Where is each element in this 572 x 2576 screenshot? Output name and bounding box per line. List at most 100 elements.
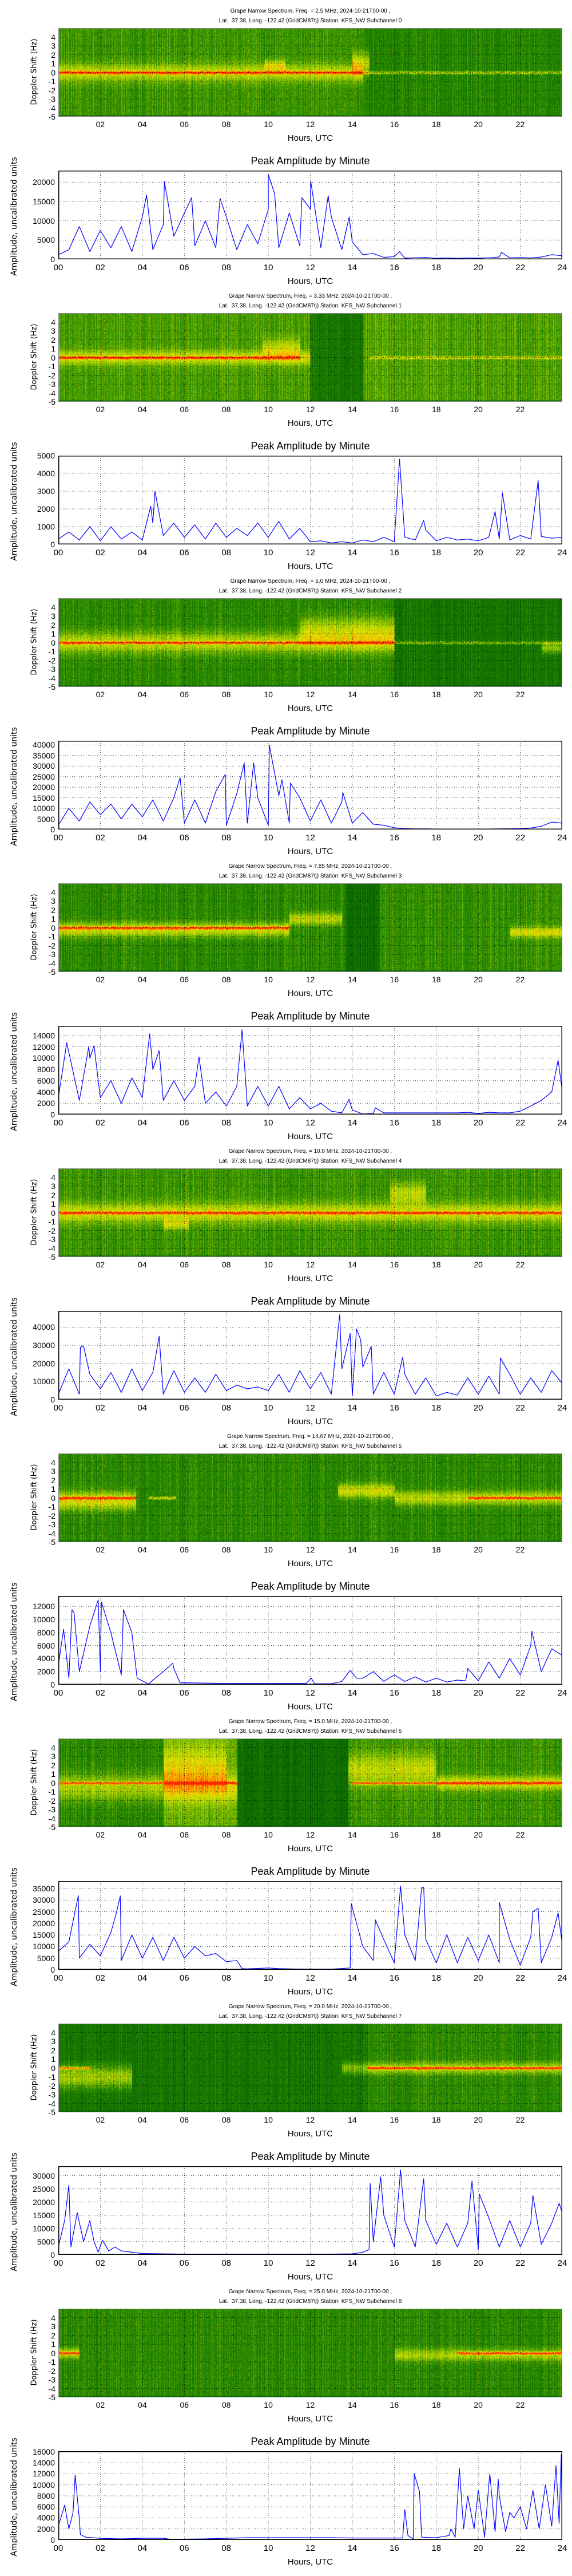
spectrogram-x-tick-label: 22	[515, 1545, 525, 1554]
spectrogram-y-tick-label: -2	[48, 655, 55, 665]
amplitude-title: Peak Amplitude by Minute	[251, 725, 370, 737]
amplitude-y-tick-label: 15000	[33, 1930, 55, 1940]
amplitude-y-tick-label: 4000	[37, 1654, 55, 1664]
spectrogram-y-tick-label: -1	[48, 647, 55, 656]
amplitude-y-tick-label: 5000	[37, 1953, 55, 1963]
spectrogram-y-tick-label: -2	[48, 2081, 55, 2091]
spectrogram-plot	[58, 1453, 562, 1542]
amplitude-x-tick-label: 08	[221, 2258, 231, 2268]
amplitude-x-tick-label: 02	[96, 2258, 105, 2268]
spectrogram-x-tick-label: 14	[348, 975, 357, 984]
amplitude-x-axis-label: Hours, UTC	[287, 276, 333, 286]
amplitude-x-axis-label: Hours, UTC	[287, 562, 333, 571]
spectrogram-y-tick-label: 1	[51, 914, 55, 923]
spectrogram-y-tick-label: -3	[48, 950, 55, 959]
amplitude-y-tick-label: 2000	[37, 504, 55, 513]
spectrogram-x-tick-label: 04	[138, 1260, 147, 1269]
amplitude-plot	[58, 456, 562, 544]
amplitude-x-tick-label: 02	[96, 1973, 105, 1983]
spectrogram-x-axis-label: Hours, UTC	[287, 2414, 333, 2424]
spectrogram-subtitle: Lat. 37.38, Long. -122.42 (GridCM87tj) S…	[219, 2298, 402, 2305]
amplitude-x-tick-label: 24	[557, 1973, 567, 1983]
amplitude-x-tick-label: 20	[473, 833, 483, 843]
spectrogram-x-tick-label: 20	[474, 690, 483, 699]
spectrogram-y-tick-label: -4	[48, 388, 55, 398]
spectrogram-x-tick-label: 02	[96, 120, 105, 129]
spectrogram-y-axis-label: Doppler Shift (Hz)	[30, 894, 39, 961]
amplitude-y-tick-label: 25000	[33, 2184, 55, 2194]
amplitude-x-tick-label: 24	[557, 548, 567, 558]
amplitude-y-tick-label: 6000	[37, 1076, 55, 1085]
spectrogram-x-tick-label: 06	[180, 975, 189, 984]
amplitude-x-tick-label: 16	[389, 2258, 399, 2268]
amplitude-series-line	[58, 174, 562, 259]
spectrogram-y-tick-label: 3	[51, 896, 55, 906]
amplitude-frame	[58, 1881, 562, 1970]
amplitude-x-tick-label: 12	[305, 548, 315, 558]
amplitude-x-tick-label: 12	[305, 1688, 315, 1698]
amplitude-x-tick-label: 10	[263, 1118, 273, 1128]
amplitude-y-tick-label: 15000	[33, 196, 55, 206]
spectrogram-x-tick-label: 10	[264, 1545, 273, 1554]
spectrogram-y-tick-label: 4	[51, 1743, 55, 1752]
spectrogram-grid	[58, 28, 562, 117]
spectrogram-x-axis-label: Hours, UTC	[287, 2129, 333, 2139]
spectrogram-frame	[58, 883, 562, 972]
spectrogram-y-tick-label: 3	[51, 326, 55, 335]
spectrogram-x-tick-label: 14	[348, 1260, 357, 1269]
amplitude-x-tick-label: 06	[179, 1973, 189, 1983]
spectrogram-x-tick-label: 12	[305, 2400, 315, 2409]
spectrogram-y-tick-label: -2	[48, 370, 55, 380]
spectrogram-x-tick-label: 10	[264, 1830, 273, 1839]
spectrogram-y-tick-label: -4	[48, 2384, 55, 2393]
spectrogram-x-tick-label: 12	[305, 120, 315, 129]
amplitude-y-tick-label: 14000	[33, 2458, 55, 2468]
spectrogram-x-tick-label: 22	[515, 2400, 525, 2409]
spectrogram-x-tick-label: 10	[264, 1260, 273, 1269]
amplitude-x-tick-label: 22	[515, 548, 525, 558]
amplitude-y-tick-label: 6000	[37, 2502, 55, 2512]
amplitude-y-tick-label: 30000	[33, 1895, 55, 1905]
spectrogram-x-tick-label: 16	[390, 1260, 399, 1269]
spectrogram-x-tick-label: 08	[221, 405, 231, 414]
spectrogram-y-axis-label: Doppler Shift (Hz)	[30, 2319, 39, 2386]
spectrogram-plot	[58, 1168, 562, 1257]
amplitude-x-tick-label: 14	[347, 1688, 357, 1698]
amplitude-y-axis-label: Amplitude, uncalibrated units	[10, 727, 19, 846]
spectrogram-plot	[58, 2024, 562, 2112]
amplitude-x-tick-label: 20	[473, 263, 483, 272]
spectrogram-title: Grape Narrow Spectrum, Freq. = 2.5 MHz, …	[230, 8, 391, 14]
amplitude-y-tick-label: 2000	[37, 2524, 55, 2534]
spectrogram-y-tick-label: -2	[48, 1511, 55, 1520]
amplitude-title: Peak Amplitude by Minute	[251, 1581, 370, 1592]
amplitude-x-tick-label: 10	[263, 2258, 273, 2268]
spectrogram-subtitle: Lat. 37.38, Long. -122.42 (GridCM87tj) S…	[219, 873, 402, 879]
spectrogram-grid	[58, 313, 562, 402]
spectrogram-frame	[58, 313, 562, 402]
spectrogram-frame	[58, 1453, 562, 1542]
spectrogram-x-tick-label: 20	[474, 120, 483, 129]
spectrogram-x-tick-label: 08	[221, 1545, 231, 1554]
amplitude-y-tick-label: 0	[50, 2250, 55, 2259]
amplitude-title: Peak Amplitude by Minute	[251, 1866, 370, 1877]
amplitude-y-tick-label: 12000	[33, 2469, 55, 2479]
amplitude-title: Peak Amplitude by Minute	[251, 2151, 370, 2162]
amplitude-x-axis-label: Hours, UTC	[287, 1132, 333, 1141]
spectrogram-y-tick-label: -4	[48, 1814, 55, 1823]
spectrogram-y-tick-label: 4	[51, 32, 55, 42]
amplitude-x-tick-label: 18	[431, 1688, 442, 1698]
amplitude-x-tick-label: 22	[515, 1403, 525, 1413]
amplitude-x-tick-label: 10	[263, 2543, 273, 2553]
spectrogram-plot	[58, 28, 562, 117]
amplitude-y-tick-label: 8000	[37, 2491, 55, 2500]
spectrogram-x-tick-label: 10	[264, 975, 273, 984]
spectrogram-y-tick-label: -4	[48, 103, 55, 113]
spectrogram-y-tick-label: 3	[51, 1467, 55, 1476]
spectrogram-x-tick-label: 16	[390, 975, 399, 984]
amplitude-x-tick-label: 24	[557, 1403, 567, 1413]
amplitude-x-tick-label: 10	[263, 1403, 273, 1413]
spectrogram-y-tick-label: -5	[48, 112, 55, 121]
amplitude-y-tick-label: 0	[50, 255, 55, 264]
spectrogram-x-tick-label: 06	[180, 405, 189, 414]
amplitude-x-tick-label: 16	[389, 1973, 399, 1983]
